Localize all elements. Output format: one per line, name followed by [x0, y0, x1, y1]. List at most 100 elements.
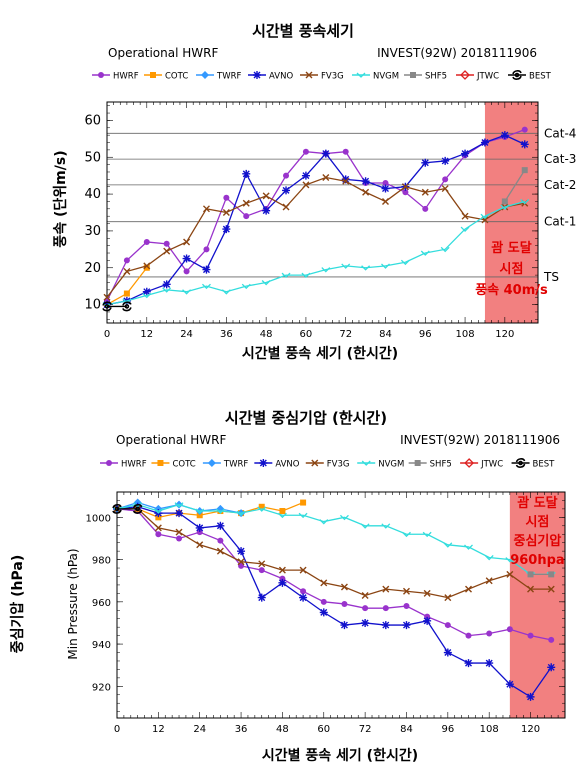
legend-item-fv3g: FV3G: [300, 72, 344, 82]
data-point-avno: [242, 169, 251, 178]
legend-item-jtwc: JTWC: [456, 70, 499, 82]
data-point-hwrf: [243, 213, 250, 220]
legend-item-avno: AVNO: [248, 71, 293, 82]
legend-marker-nvgm: [356, 72, 366, 78]
data-point-nvgm: [361, 265, 371, 271]
series-line-fv3g: [117, 508, 552, 599]
data-point-avno: [402, 621, 411, 630]
data-point-nvgm: [443, 542, 453, 548]
data-point-avno: [195, 523, 204, 532]
data-point-nvgm: [420, 250, 430, 256]
legend-item-fv3g: FV3G: [305, 460, 350, 470]
data-point-avno: [216, 521, 225, 530]
data-point-fv3g: [216, 547, 224, 555]
data-point-avno: [319, 608, 328, 617]
data-point-avno: [421, 158, 430, 167]
y-tick-label: 40: [84, 187, 101, 202]
legend-item-jtwc: JTWC: [460, 458, 503, 470]
highlight-annotation-line: 중심기압: [514, 533, 562, 549]
data-point-fv3g: [423, 589, 431, 597]
data-point-avno: [299, 593, 308, 602]
y-tick-label: 60: [84, 113, 101, 128]
wind-chart-y-label: 풍속 (단위m/s): [52, 150, 69, 247]
legend-label-twrf: TWRF: [223, 460, 249, 470]
legend-marker-hwrf: [106, 460, 112, 466]
series-fv3g: [103, 174, 529, 301]
pressure-chart-model-label: Operational HWRF: [116, 433, 226, 447]
y-tick-label: 50: [84, 150, 101, 165]
legend-label-hwrf: HWRF: [113, 72, 139, 82]
data-point-hwrf: [444, 622, 451, 629]
data-point-fv3g: [258, 560, 266, 568]
pressure-chart-storm-label: INVEST(92W) 2018111906: [400, 433, 560, 447]
data-point-cotc: [279, 508, 286, 515]
data-point-avno: [381, 621, 390, 630]
data-point-fv3g: [202, 205, 210, 213]
data-point-nvgm: [480, 213, 490, 220]
x-tick-label: 36: [235, 724, 248, 735]
data-point-nvgm: [221, 289, 231, 295]
data-point-fv3g: [163, 247, 171, 255]
legend-label-shf5: SHF5: [425, 72, 447, 82]
data-point-fv3g: [361, 592, 369, 599]
legend-marker-jtwc: [464, 458, 475, 468]
data-point-avno: [485, 659, 494, 668]
data-point-hwrf: [422, 205, 429, 212]
y-tick-label: 940: [92, 640, 111, 651]
data-point-nvgm: [341, 263, 351, 269]
data-point-hwrf: [342, 148, 349, 155]
highlight-annotation-line: 괌 도달: [517, 495, 557, 511]
data-point-nvgm: [381, 263, 390, 269]
data-point-avno: [340, 621, 349, 630]
legend-item-cotc: COTC: [151, 460, 196, 470]
x-tick-label: 120: [521, 724, 540, 735]
data-point-nvgm: [460, 226, 470, 232]
legend-item-shf5: SHF5: [404, 72, 447, 82]
data-point-nvgm: [202, 283, 211, 290]
data-point-hwrf: [217, 537, 224, 544]
data-point-avno: [257, 593, 266, 602]
reference-label-cat-1: Cat-1: [544, 215, 576, 229]
data-point-fv3g: [465, 585, 473, 593]
data-point-cotc: [258, 503, 265, 510]
data-point-fv3g: [421, 188, 429, 196]
series-shf5: [527, 571, 555, 578]
data-point-avno: [341, 175, 350, 184]
data-point-nvgm: [440, 246, 450, 253]
data-point-hwrf: [203, 246, 210, 253]
data-point-nvgm: [162, 287, 172, 293]
highlight-annotation-line: 풍속 40m/s: [475, 283, 548, 298]
data-point-nvgm: [301, 272, 311, 279]
highlight-annotation-line: 괌 도달: [491, 240, 531, 256]
x-tick-label: 96: [441, 724, 454, 735]
wind-chart-x-label: 시간별 풍속 세기 (한시간): [242, 345, 398, 362]
data-point-hwrf: [442, 176, 449, 183]
data-point-shf5: [527, 571, 534, 578]
data-point-hwrf: [183, 268, 190, 275]
data-point-hwrf: [382, 605, 389, 612]
legend-item-twrf: TWRF: [196, 71, 242, 82]
pressure-chart-plot-area: 0 12 24 36 48 60 72 84 96 108 120 920 940 960 980 1000 괌…: [86, 491, 566, 735]
series-best: [112, 503, 143, 514]
data-point-nvgm: [277, 512, 287, 519]
data-point-avno: [321, 149, 330, 158]
legend-marker-fv3g: [305, 71, 313, 79]
data-point-hwrf: [223, 194, 230, 201]
data-point-nvgm: [257, 506, 267, 512]
wind-chart-plot-area: Cat-4 Cat-3 Cat-2 Cat-1 TS 0 12 24 36 48 60 72 84 96 1…: [84, 101, 576, 340]
data-point-nvgm: [321, 267, 331, 273]
legend-label-fv3g: FV3G: [327, 460, 350, 470]
y-tick-label: 920: [92, 682, 111, 693]
x-tick-label: 108: [456, 329, 475, 340]
data-point-fv3g: [242, 199, 250, 207]
reference-label-cat-3: Cat-3: [544, 152, 576, 166]
series-line-shf5: [504, 169, 526, 202]
data-point-avno: [142, 287, 151, 296]
pressure-chart-y-label: Min Pressure (hPa): [66, 548, 80, 659]
data-point-nvgm: [236, 510, 246, 517]
data-point-fv3g: [196, 541, 204, 549]
data-point-nvgm: [174, 502, 184, 508]
data-point-hwrf: [402, 189, 409, 196]
data-point-fv3g: [183, 238, 191, 246]
